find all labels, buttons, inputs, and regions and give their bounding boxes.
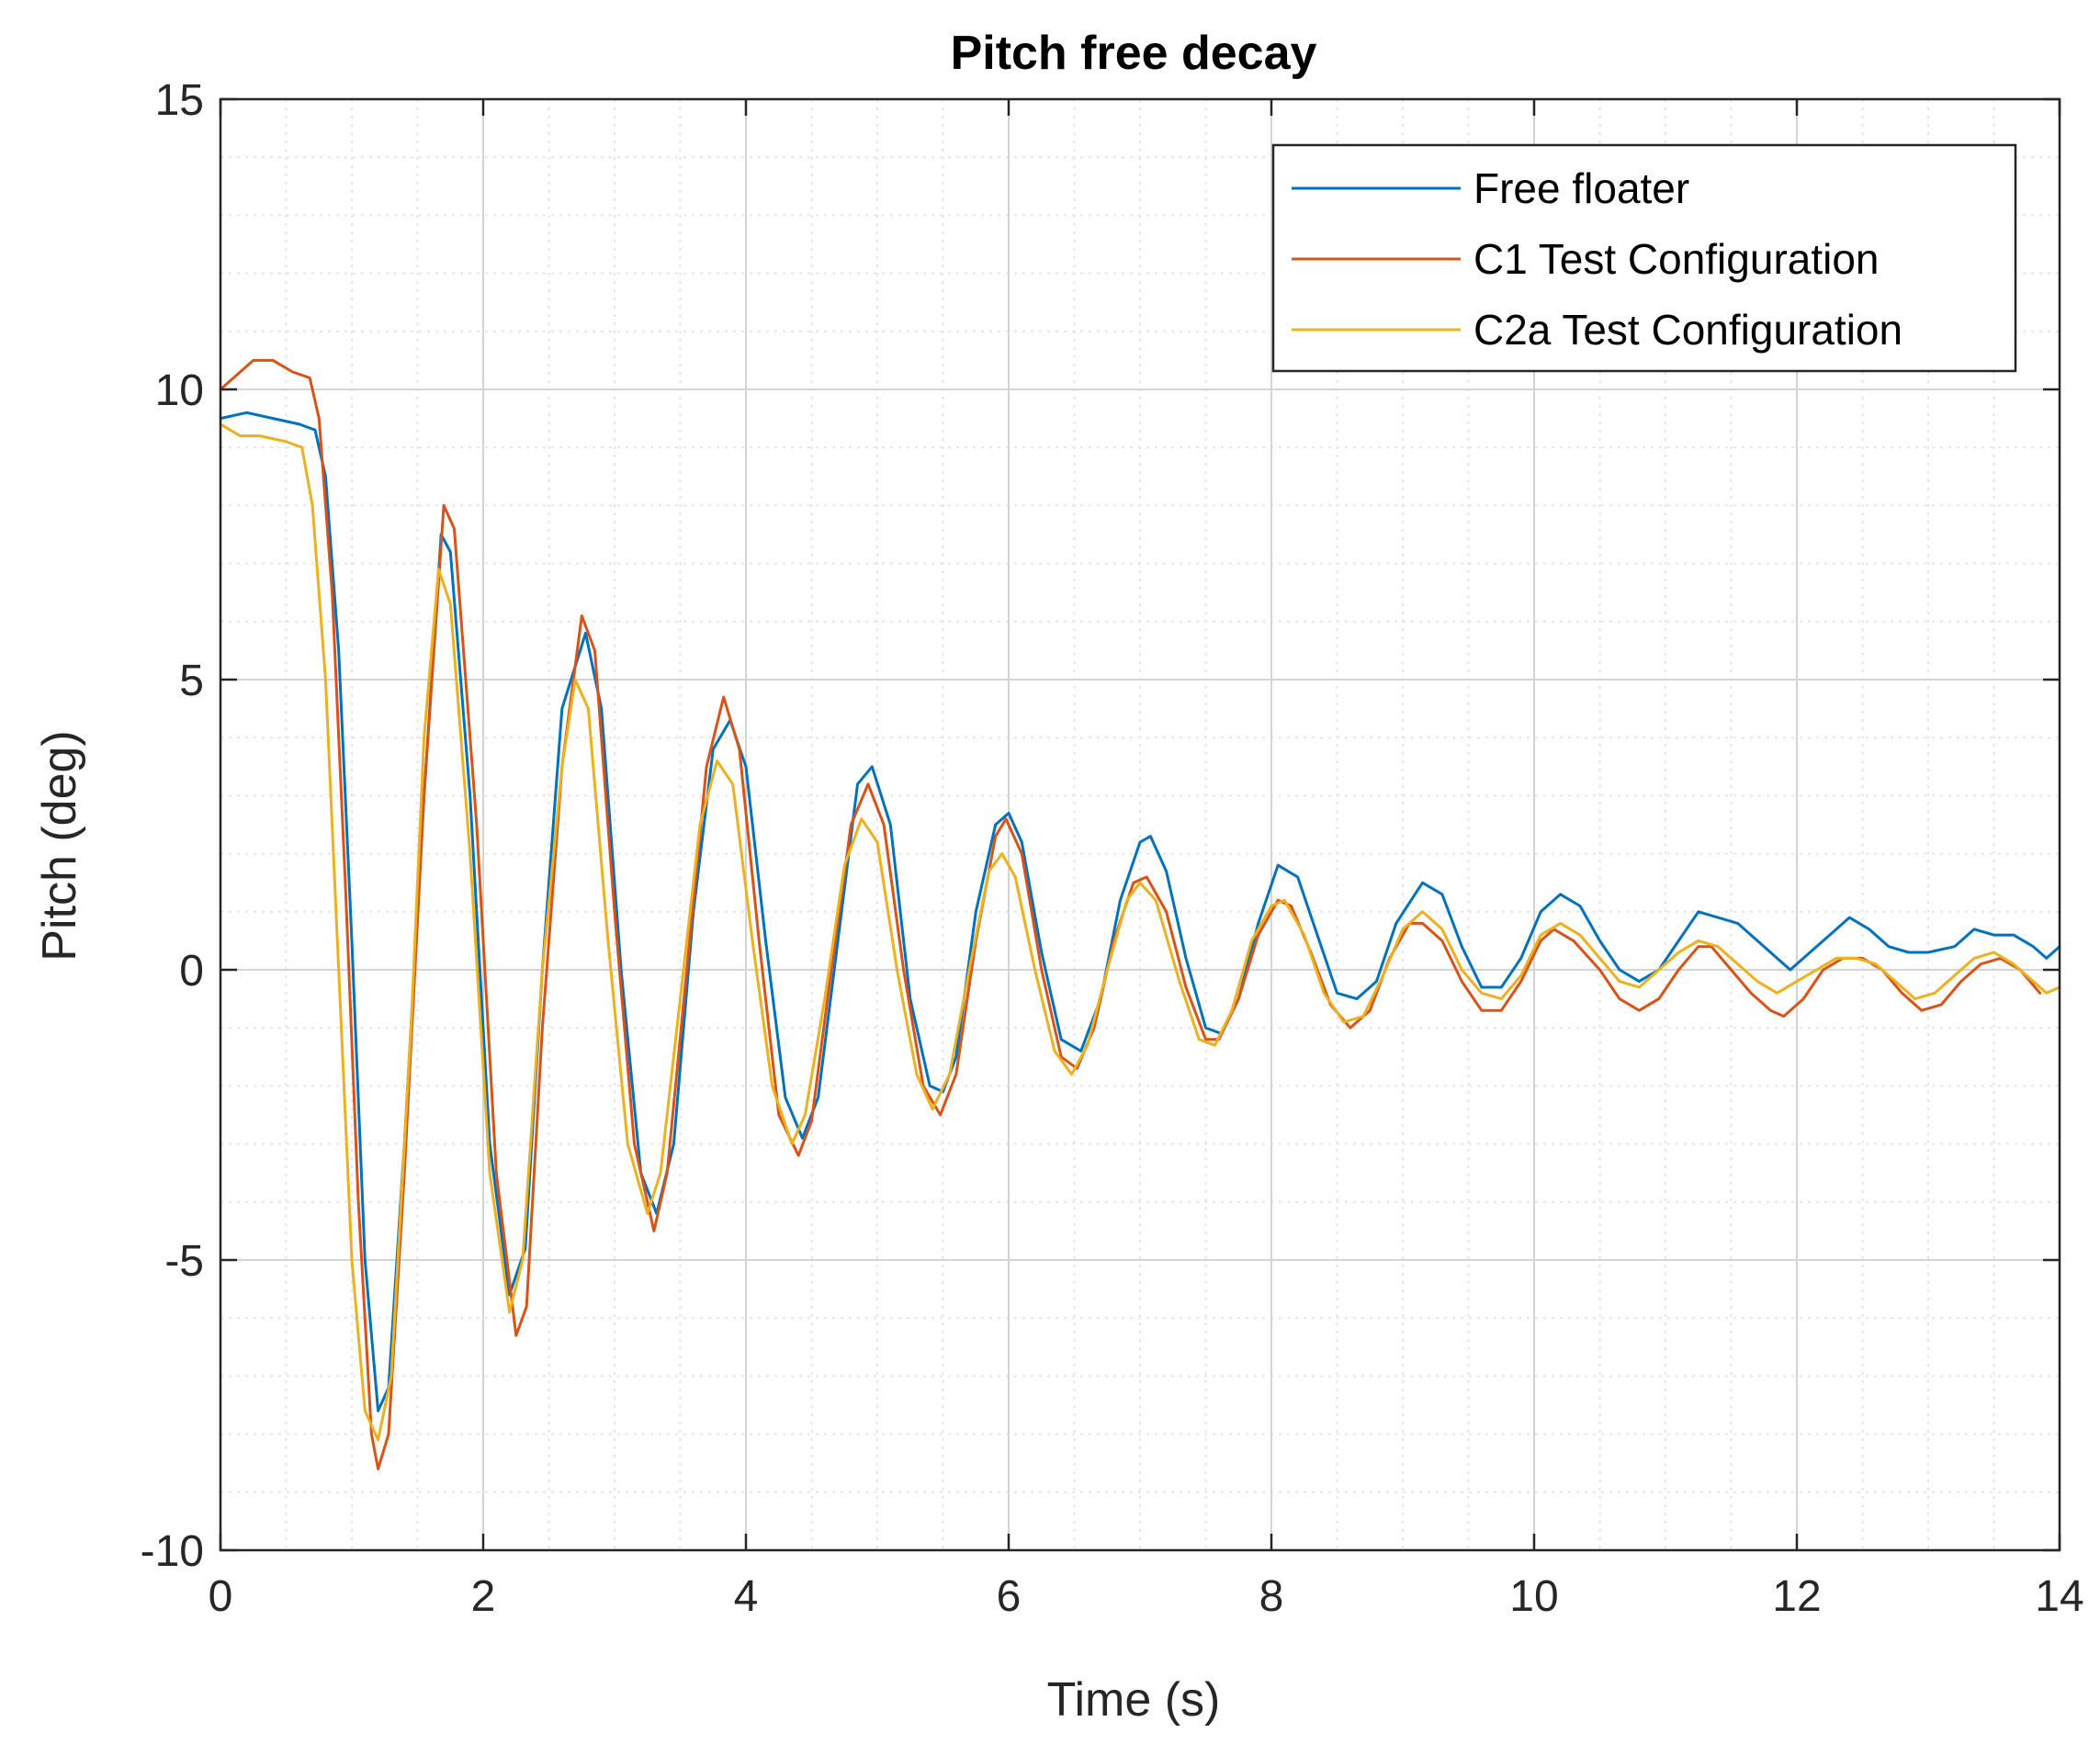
y-tick-label: -10 <box>141 1527 204 1576</box>
x-tick-label: 14 <box>2035 1572 2083 1621</box>
legend: Free floater C1 Test Configuration C2a T… <box>1271 143 2017 373</box>
legend-label-c1: C1 Test Configuration <box>1473 235 1880 283</box>
x-tick-label: 8 <box>1259 1572 1284 1621</box>
legend-label-c2a: C2a Test Configuration <box>1473 306 1902 354</box>
x-tick-label: 4 <box>734 1572 759 1621</box>
y-tick-label: 5 <box>179 657 204 705</box>
y-tick-label: 0 <box>179 947 204 996</box>
x-tick-label: 10 <box>1509 1572 1558 1621</box>
y-tick-label: -5 <box>164 1237 204 1286</box>
x-tick-label: 0 <box>209 1572 233 1621</box>
legend-label-free-floater: Free floater <box>1473 164 1689 212</box>
y-axis-label: Pitch (deg) <box>33 730 86 961</box>
plot-area-border <box>219 97 2061 1552</box>
series-line-c1-test-configuration <box>219 358 2042 1470</box>
x-tick-label: 12 <box>1772 1572 1821 1621</box>
chart-title: Pitch free decay <box>951 27 1317 80</box>
axes <box>219 97 2061 1552</box>
ticks: 0 2 4 6 8 10 12 14 -10 -5 0 5 10 15 <box>141 76 2084 1621</box>
x-tick-label: 6 <box>997 1572 1022 1621</box>
series-line-c2a-test-configuration <box>219 422 2061 1442</box>
y-tick-label: 10 <box>155 366 204 415</box>
x-tick-label: 2 <box>471 1572 496 1621</box>
y-tick-label: 15 <box>155 76 204 125</box>
x-axis-label: Time (s) <box>1047 1673 1221 1727</box>
series-group <box>219 358 2061 1470</box>
